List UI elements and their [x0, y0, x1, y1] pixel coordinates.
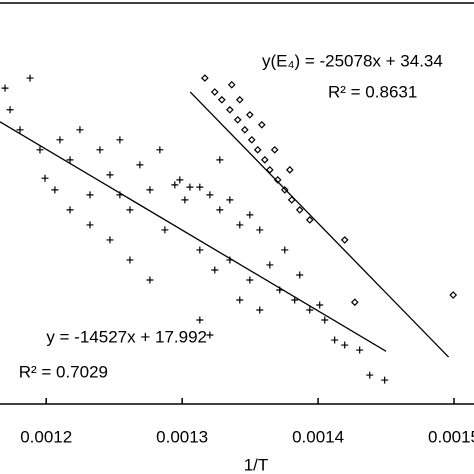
plus-point — [256, 226, 264, 234]
plus-point — [66, 156, 74, 164]
diamond-point — [235, 95, 244, 104]
diamond-point — [295, 206, 304, 214]
diamond-point — [210, 88, 219, 96]
plus-point — [6, 106, 14, 114]
plus-point — [186, 183, 194, 191]
plus-point — [381, 376, 389, 384]
diamond-point — [201, 74, 209, 82]
plus-point — [211, 266, 219, 274]
plus-point — [321, 316, 329, 324]
diamond-point — [226, 105, 234, 114]
diamond-point — [260, 155, 269, 164]
diamond-point — [240, 125, 249, 134]
diamond-point — [350, 298, 359, 307]
plus-point — [216, 206, 224, 214]
plus-point — [276, 286, 284, 294]
plus-point — [146, 276, 154, 284]
plus-point — [341, 341, 349, 349]
diamond-point — [253, 145, 262, 154]
plus-point — [26, 74, 34, 82]
diamond-point — [233, 115, 242, 124]
plus-point — [246, 276, 254, 284]
plus-point — [236, 221, 244, 229]
plus-point — [1, 84, 9, 92]
plus-point — [316, 301, 324, 309]
plus-point — [96, 146, 104, 154]
plus-point — [156, 146, 164, 154]
diamond-point — [245, 110, 254, 119]
plus-point — [36, 146, 44, 154]
plus-point — [196, 183, 204, 191]
plus-point — [146, 186, 154, 194]
plus-point — [216, 156, 224, 164]
diamond-point — [227, 80, 236, 89]
plus-point — [66, 206, 74, 214]
diamond-point — [280, 186, 289, 194]
plus-point — [266, 261, 274, 269]
plus-point — [281, 246, 289, 254]
plus-point — [296, 271, 304, 279]
diamond-point — [287, 196, 296, 204]
plus-point — [356, 346, 364, 354]
diamond-point — [273, 176, 282, 184]
plus-point — [206, 331, 214, 339]
diamond-point — [305, 216, 314, 224]
plus-point — [331, 336, 339, 344]
plus-point — [206, 191, 214, 199]
plus-point — [226, 256, 234, 264]
plus-point — [51, 186, 59, 194]
plus-point — [126, 206, 134, 214]
plus-point — [86, 221, 94, 229]
x-tick-label: 0.0013 — [156, 427, 208, 446]
plus-point — [136, 161, 144, 169]
plus-point — [196, 316, 204, 324]
trend-line — [0, 121, 387, 352]
plus-point — [126, 256, 134, 264]
annotation: R² = 0.8631 — [328, 82, 417, 101]
plus-point — [41, 174, 49, 182]
diamond-point — [265, 166, 274, 174]
plus-point — [181, 196, 189, 204]
plus-point — [306, 306, 314, 314]
plus-point — [116, 136, 124, 144]
diamond-point — [449, 291, 458, 299]
x-tick-label: 0.0012 — [20, 427, 72, 446]
plus-point — [56, 136, 64, 144]
x-tick-label: 0.0014 — [292, 427, 344, 446]
plus-point — [291, 296, 299, 304]
plus-point — [106, 171, 114, 179]
x-axis-label: 1/T — [244, 455, 269, 474]
diamond-point — [217, 95, 226, 104]
plus-point — [226, 196, 234, 204]
trend-line — [189, 91, 450, 358]
plus-point — [86, 191, 94, 199]
plus-point — [196, 246, 204, 254]
diamond-point — [247, 135, 256, 144]
plus-point — [76, 126, 84, 134]
diamond-point — [270, 145, 279, 154]
annotation: y(E₄) = -25078x + 34.34 — [262, 51, 443, 70]
x-tick-label: 0.0015 — [428, 427, 474, 446]
plus-point — [256, 306, 264, 314]
plus-point — [246, 211, 254, 219]
plus-point — [161, 226, 169, 234]
plus-point — [236, 296, 244, 304]
plus-point — [171, 181, 179, 189]
plus-point — [116, 191, 124, 199]
diamond-point — [340, 236, 349, 244]
annotation: y = -14527x + 17.992 — [46, 327, 207, 346]
plus-point — [176, 176, 184, 184]
diamond-point — [285, 166, 294, 174]
plus-point — [106, 236, 114, 244]
plus-point — [366, 371, 374, 379]
diamond-point — [257, 120, 266, 129]
annotation: R² = 0.7029 — [19, 362, 108, 381]
plus-point — [16, 126, 24, 134]
